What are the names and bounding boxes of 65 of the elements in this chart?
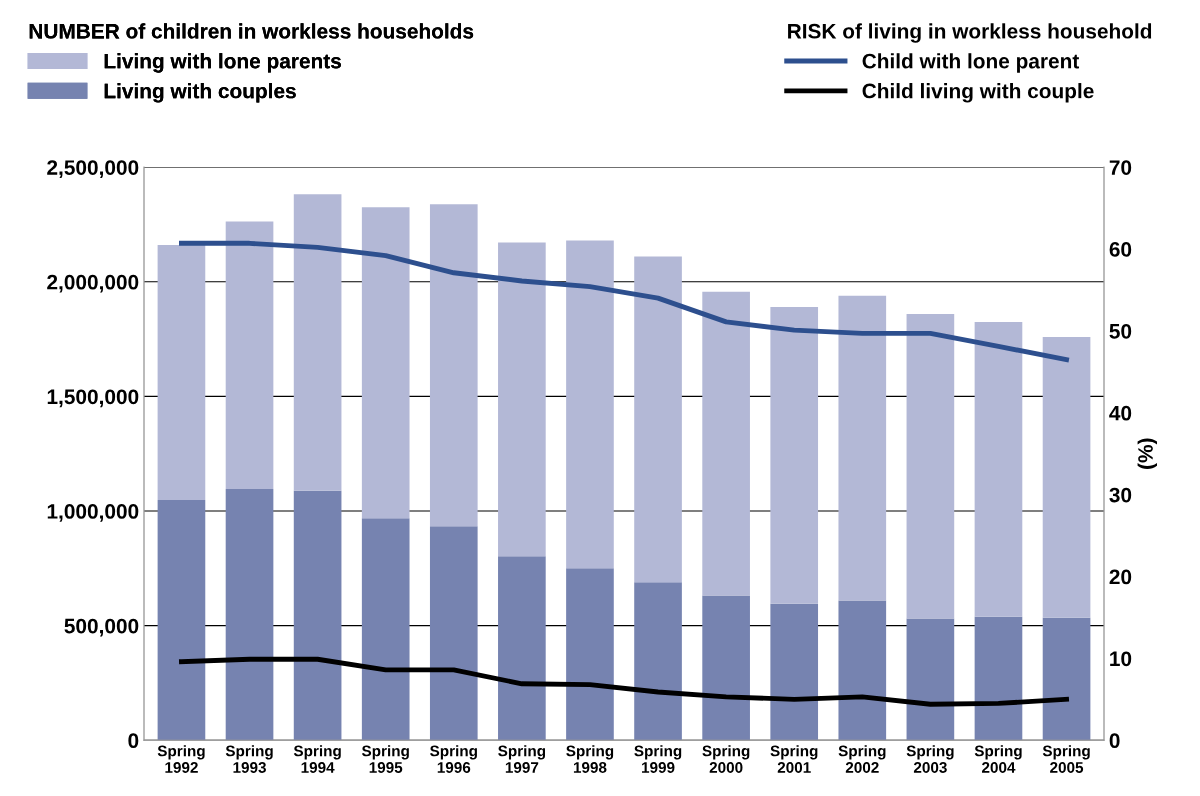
x-tick-label: Spring 1992 <box>157 745 205 773</box>
bar <box>702 291 750 596</box>
legend-label: Child with lone parent <box>862 53 1080 73</box>
x-tick-label: Spring 2000 <box>702 745 750 773</box>
bar <box>293 490 342 741</box>
bar <box>770 307 819 604</box>
bar <box>157 500 206 741</box>
bar <box>702 595 750 741</box>
bar <box>361 207 410 519</box>
bar <box>770 603 819 741</box>
bar <box>361 518 410 741</box>
x-tick-label: Spring 2001 <box>770 745 818 773</box>
x-tick-label: Spring 1997 <box>498 745 546 773</box>
bar <box>429 204 478 527</box>
x-tick-label: Spring 1998 <box>566 745 614 773</box>
y2-tick-label: 50 <box>1109 323 1132 339</box>
bar <box>566 568 614 741</box>
bar <box>429 526 478 741</box>
y-tick-label: 1,500,000 <box>47 389 139 408</box>
bar <box>634 582 682 741</box>
bar <box>157 245 206 501</box>
bar <box>838 295 887 601</box>
bar <box>974 321 1023 617</box>
x-tick-label: Spring 2005 <box>1042 745 1090 773</box>
y-tick-label: 0 <box>128 733 139 749</box>
y2-axis-title: (%) <box>1137 438 1158 469</box>
bar <box>634 256 682 583</box>
bar <box>225 489 274 741</box>
x-tick-label: Spring 2002 <box>838 745 886 773</box>
line-series <box>179 656 1069 707</box>
x-tick-label: Spring 1999 <box>634 745 682 773</box>
x-tick-label: Spring 2004 <box>974 745 1022 773</box>
legend-label: Child living with couple <box>862 83 1094 103</box>
text: RISK of living in workless household <box>788 23 1152 43</box>
y2-tick-label: 20 <box>1109 569 1132 585</box>
bar <box>293 194 342 491</box>
bar <box>498 556 546 741</box>
y2-tick-label: 10 <box>1110 651 1132 667</box>
text: NUMBER of children in workless households <box>29 23 474 39</box>
line-series <box>179 240 1069 362</box>
x-tick-label: Spring 1994 <box>293 745 341 773</box>
bar <box>1042 617 1091 741</box>
x-tick-label: Spring 2003 <box>906 745 954 773</box>
y2-tick-label: 0 <box>1109 733 1120 749</box>
x-tick-label: Spring 1995 <box>361 745 409 773</box>
y-tick-label: 2,500,000 <box>47 160 139 178</box>
legend-label: Living with lone parents <box>104 53 341 73</box>
y2-tick-label: 40 <box>1109 405 1132 421</box>
x-tick-label: Spring 1993 <box>225 745 273 773</box>
bar <box>225 221 274 490</box>
bar <box>974 616 1023 741</box>
bar <box>838 600 887 741</box>
bar <box>906 618 955 741</box>
y2-tick-label: 60 <box>1109 242 1132 257</box>
x-tick-label: Spring 1996 <box>430 745 477 773</box>
y2-tick-label: 70 <box>1109 160 1132 175</box>
y2-tick-label: 30 <box>1109 487 1132 503</box>
y-tick-label: 2,000,000 <box>47 274 139 293</box>
legend-label: Living with couples <box>104 83 296 103</box>
y-tick-label: 500,000 <box>64 618 139 637</box>
bar <box>1042 337 1091 618</box>
bar <box>566 240 614 569</box>
bar <box>498 242 546 557</box>
y-tick-label: 1,000,000 <box>47 504 139 522</box>
bar <box>906 313 955 619</box>
